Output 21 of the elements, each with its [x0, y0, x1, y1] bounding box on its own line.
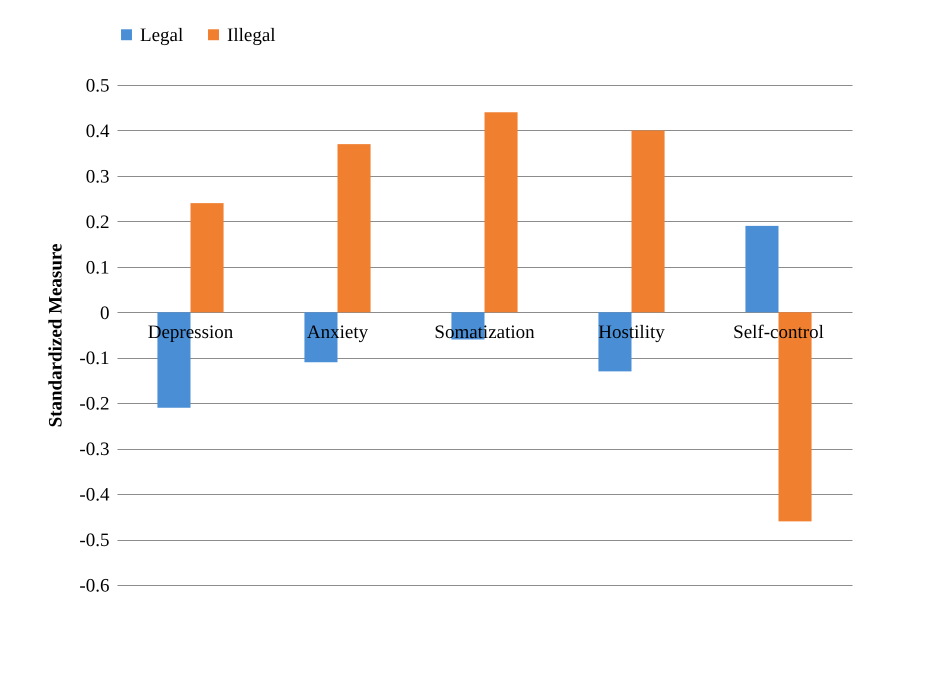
y-tick-label: 0 — [100, 302, 110, 324]
y-tick-label: -0.4 — [79, 484, 110, 506]
y-tick-label: 0.1 — [86, 257, 110, 278]
bar — [484, 112, 518, 312]
bar — [190, 203, 224, 312]
y-tick-label: -0.5 — [79, 530, 110, 552]
bar — [745, 226, 778, 312]
bar — [338, 144, 371, 312]
x-tick-label: Anxiety — [306, 322, 369, 343]
y-tick-label: -0.1 — [79, 348, 110, 370]
bar — [632, 130, 665, 312]
y-tick-label: 0.2 — [86, 212, 110, 233]
y-tick-label: -0.2 — [79, 394, 110, 415]
y-tick-label: 0.4 — [86, 120, 110, 142]
y-tick-label: -0.3 — [79, 439, 110, 460]
legend-label: Illegal — [227, 24, 276, 46]
y-tick-label: 0.5 — [86, 76, 110, 96]
legend-label: Legal — [140, 24, 184, 46]
y-axis-title: Standardized Measure — [45, 244, 66, 428]
y-tick-label: -0.6 — [79, 576, 110, 596]
y-tick-label: 0.3 — [86, 166, 110, 188]
